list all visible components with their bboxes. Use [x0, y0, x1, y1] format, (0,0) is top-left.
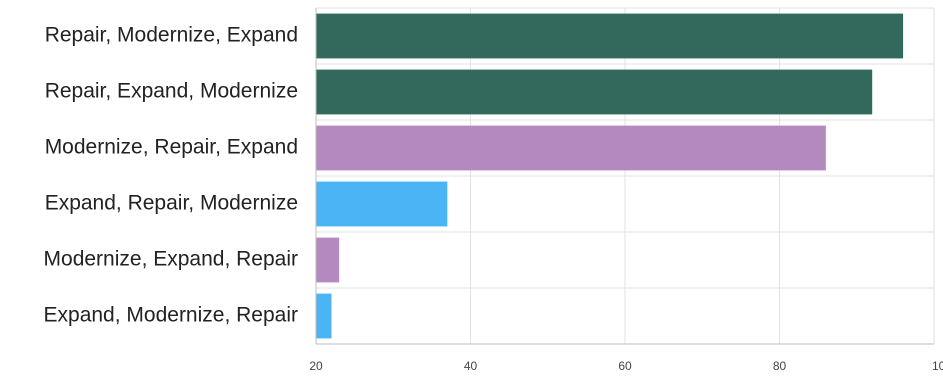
x-tick-label: 100 [932, 359, 943, 373]
bar [316, 125, 826, 171]
category-label: Repair, Modernize, Expand [45, 24, 298, 47]
category-label: Expand, Repair, Modernize [45, 192, 298, 215]
bar [316, 13, 904, 59]
category-label: Expand, Modernize, Repair [44, 304, 298, 327]
bars [316, 13, 904, 339]
bar [316, 69, 873, 115]
x-tick-label: 60 [618, 359, 632, 373]
bar [316, 181, 448, 227]
category-labels: Repair, Modernize, Expand Repair, Expand,… [44, 24, 298, 327]
category-label: Modernize, Expand, Repair [44, 248, 298, 271]
x-tick-label: 20 [309, 359, 323, 373]
gridlines [315, 7, 935, 345]
category-label: Modernize, Repair, Expand [45, 136, 298, 159]
x-tick-label: 40 [464, 359, 478, 373]
category-label: Repair, Expand, Modernize [45, 80, 298, 103]
axes [315, 8, 934, 345]
bar [316, 293, 332, 339]
x-tick-labels: 20 40 60 80 100 [309, 359, 943, 373]
bar [316, 237, 340, 283]
x-tick-label: 80 [773, 359, 787, 373]
